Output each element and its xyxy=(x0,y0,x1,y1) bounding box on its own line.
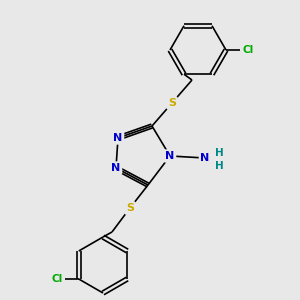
Text: N: N xyxy=(165,151,175,161)
Text: N: N xyxy=(111,163,121,173)
Text: S: S xyxy=(126,203,134,213)
Text: H: H xyxy=(214,161,224,171)
Text: Cl: Cl xyxy=(51,274,62,284)
Text: S: S xyxy=(168,98,176,108)
Text: Cl: Cl xyxy=(242,45,253,55)
Text: H: H xyxy=(214,148,224,158)
Text: N: N xyxy=(113,133,123,143)
Text: N: N xyxy=(200,153,210,163)
